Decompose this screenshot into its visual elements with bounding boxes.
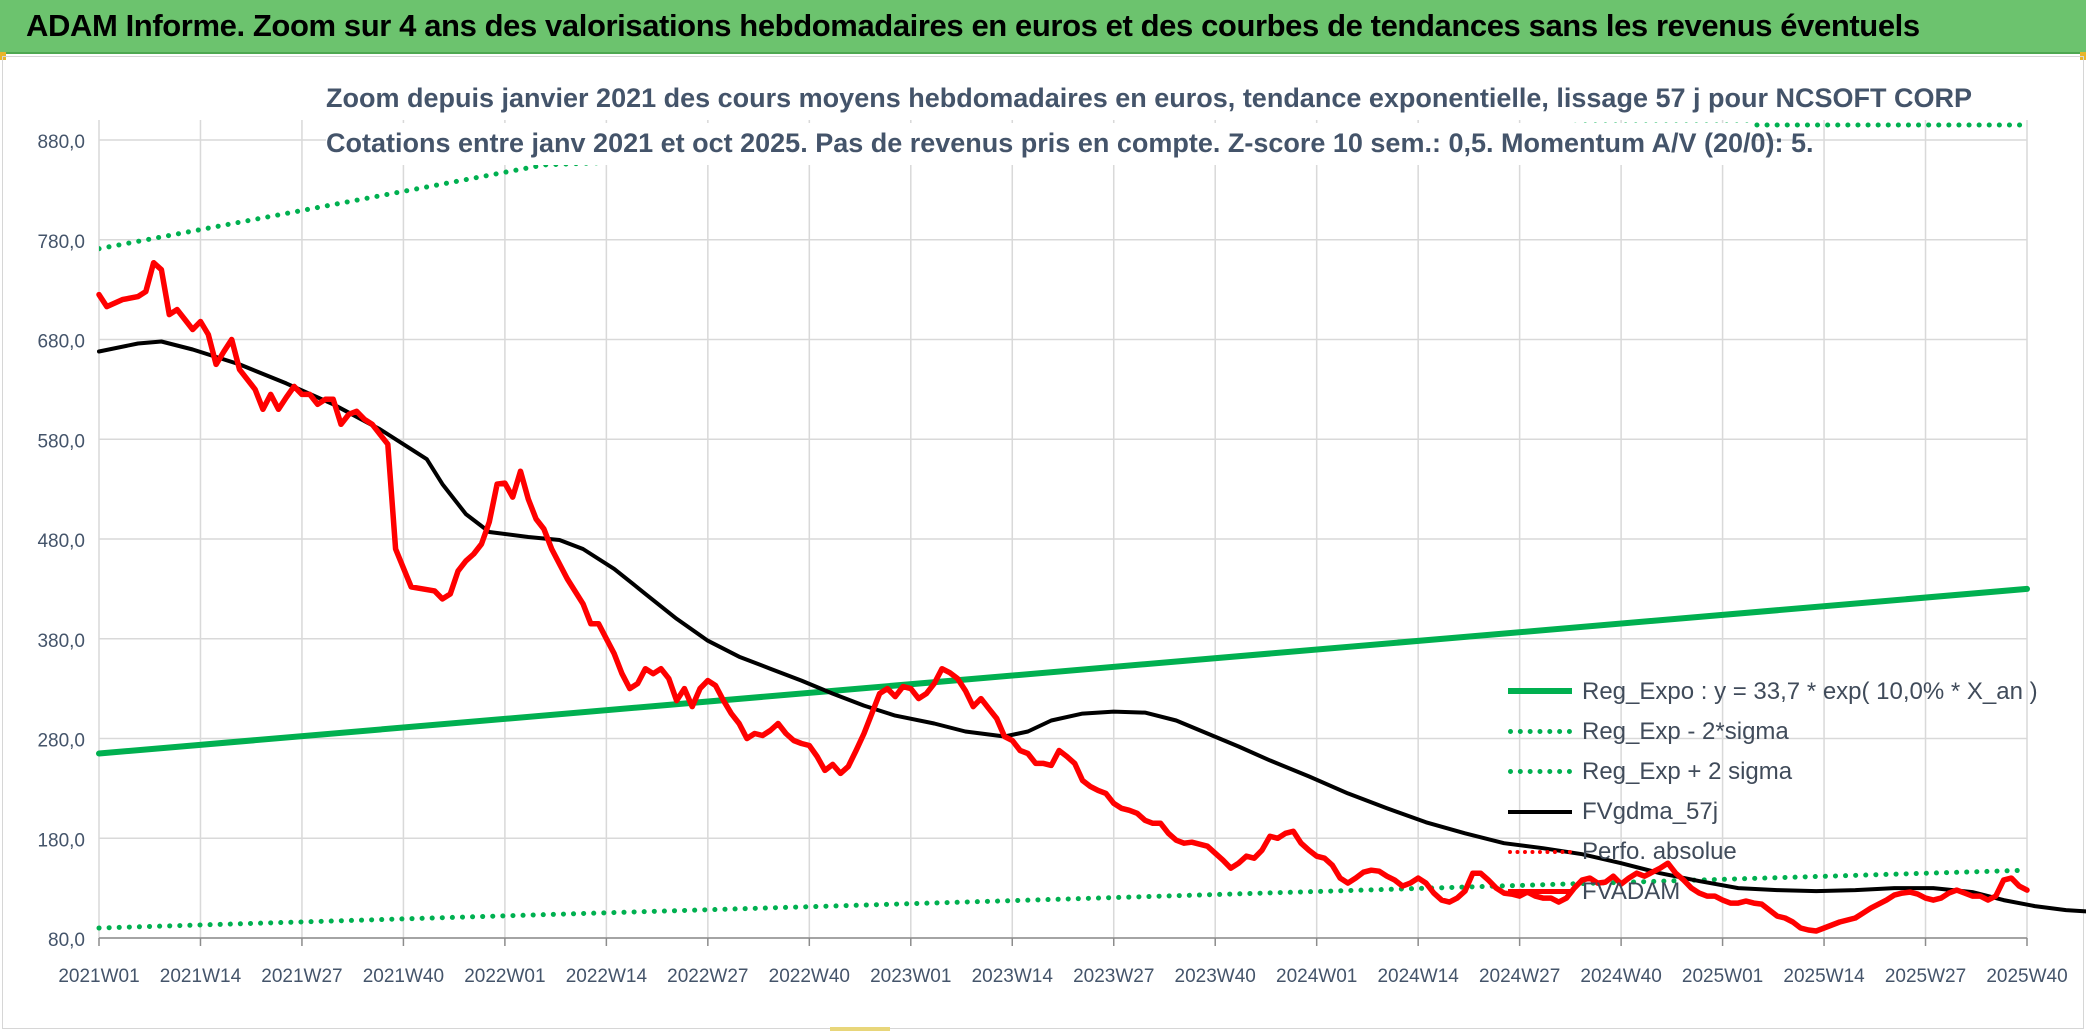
chart-title-text: Zoom depuis janvier 2021 des cours moyen…	[326, 83, 1972, 113]
x-tick-label: 2023W27	[1073, 966, 1154, 987]
legend-label: Reg_Expo : y = 33,7 * exp( 10,0% * X_an …	[1582, 678, 2038, 705]
report-banner: ADAM Informe. Zoom sur 4 ans des valoris…	[0, 0, 2086, 54]
legend-label: Perfo. absolue	[1582, 838, 1737, 865]
chart-subtitle-text: Cotations entre janv 2021 et oct 2025. P…	[326, 128, 1814, 158]
y-tick-label: 380,0	[37, 631, 85, 652]
chart-legend: Reg_Expo : y = 33,7 * exp( 10,0% * X_an …	[1500, 672, 2038, 912]
chart-title: Zoom depuis janvier 2021 des cours moyen…	[326, 78, 1972, 120]
x-tick-label: 2021W40	[363, 966, 444, 987]
x-tick-label: 2024W40	[1580, 966, 1661, 987]
report-title: ADAM Informe. Zoom sur 4 ans des valoris…	[26, 8, 1920, 43]
grid-lines	[98, 120, 2028, 946]
legend-swatch-solid-black	[1508, 810, 1572, 814]
frame-handle-bottom	[830, 1027, 890, 1031]
y-tick-label: 280,0	[37, 731, 85, 752]
series-line-reg-exp-2-sigma	[96, 867, 2030, 931]
series-line-reg-expo-y-33-7-exp-10-0-x-an	[96, 585, 2030, 757]
x-tick-label: 2024W14	[1377, 966, 1459, 987]
series-lines	[96, 122, 2086, 934]
x-tick-label: 2021W14	[160, 966, 242, 987]
legend-swatch-dotted-green	[1508, 769, 1572, 774]
y-tick-label: 580,0	[37, 431, 85, 452]
y-tick-label: 80,0	[48, 930, 85, 951]
chart-frame	[2, 56, 2084, 1029]
series-line-fvgdma-57j	[97, 339, 2086, 914]
legend-swatch-solid-red	[1508, 889, 1572, 894]
legend-label: Reg_Exp + 2 sigma	[1582, 758, 1793, 785]
legend-label: FVgdma_57j	[1582, 798, 1719, 825]
legend-swatch-dotted-green	[1508, 729, 1572, 734]
y-tick-label: 480,0	[37, 531, 85, 552]
x-tick-label: 2021W27	[261, 966, 342, 987]
legend-item-perfo: Perfo. absolue	[1500, 832, 2020, 872]
x-tick-label: 2022W01	[464, 966, 545, 987]
x-tick-label: 2022W27	[667, 966, 748, 987]
x-tick-label: 2022W14	[566, 966, 648, 987]
legend-item-reg-exp-minus: Reg_Exp - 2*sigma	[1500, 712, 2020, 752]
legend-item-reg-exp-plus: Reg_Exp + 2 sigma	[1500, 752, 2020, 792]
legend-swatch-dotted-red	[1508, 850, 1572, 854]
y-axis-ticks: 880,0 780,0 680,0 580,0 480,0 380,0 280,0 180,0…	[37, 132, 85, 951]
x-tick-label: 2023W40	[1175, 966, 1256, 987]
legend-item-fvadam: FVADAM	[1500, 872, 2020, 912]
x-tick-label: 2024W27	[1479, 966, 1560, 987]
legend-label: FVADAM	[1582, 878, 1681, 905]
x-tick-label: 2025W40	[1986, 966, 2067, 987]
x-tick-label: 2024W01	[1276, 966, 1357, 987]
y-tick-label: 780,0	[37, 232, 85, 253]
y-tick-label: 880,0	[37, 132, 85, 153]
x-tick-label: 2025W27	[1885, 966, 1966, 987]
y-tick-label: 680,0	[37, 332, 85, 353]
x-tick-label: 2025W14	[1783, 966, 1865, 987]
legend-swatch-solid-green	[1508, 688, 1572, 694]
x-tick-label: 2021W01	[58, 966, 139, 987]
x-axis-ticks: 2021W01 2021W14 2021W27 2021W40 2022W01 2022W…	[58, 966, 2067, 987]
legend-item-fvgdma: FVgdma_57j	[1500, 792, 2020, 832]
legend-label: Reg_Exp - 2*sigma	[1582, 718, 1789, 745]
legend-item-reg-expo: Reg_Expo : y = 33,7 * exp( 10,0% * X_an …	[1500, 672, 2038, 712]
chart-subtitle: Cotations entre janv 2021 et oct 2025. P…	[326, 123, 1814, 165]
y-tick-label: 180,0	[37, 830, 85, 851]
x-tick-label: 2023W14	[972, 966, 1054, 987]
x-tick-label: 2023W01	[870, 966, 951, 987]
x-tick-label: 2025W01	[1682, 966, 1763, 987]
x-tick-label: 2022W40	[769, 966, 850, 987]
series-line-fvadam	[96, 259, 2030, 934]
